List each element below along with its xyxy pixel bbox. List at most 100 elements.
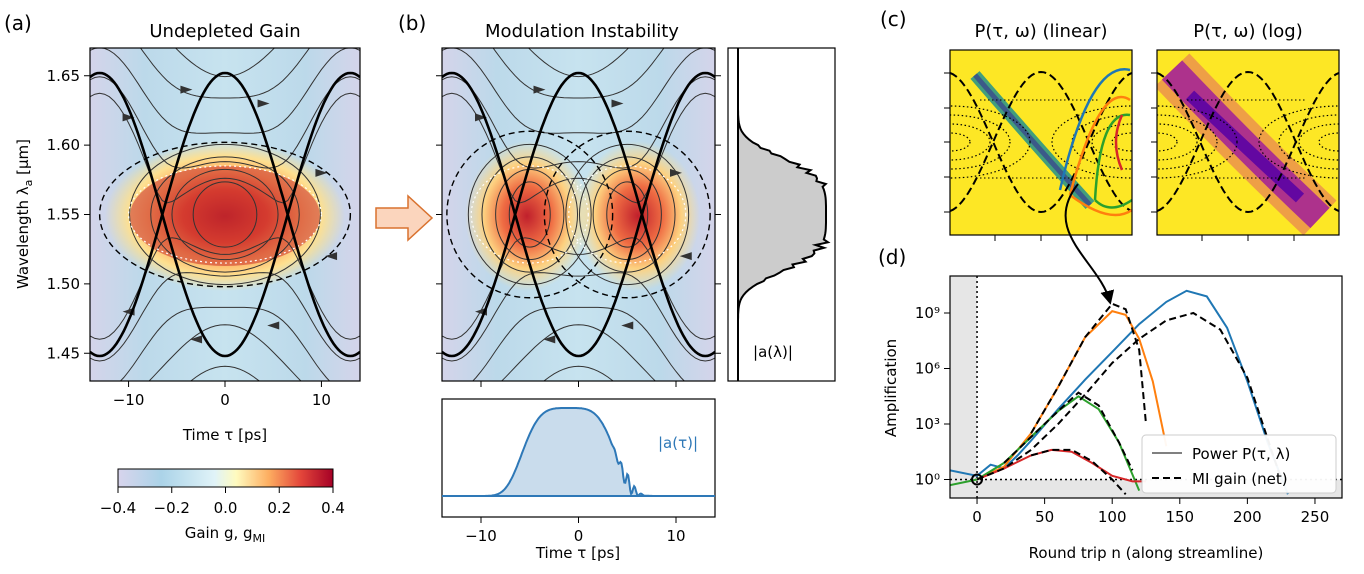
orbit [508, 181, 551, 248]
dotted-orbit [950, 105, 1031, 179]
panel-a-ylabel: Wavelength λa [μm] [14, 139, 35, 289]
streamline-arrow-icon [180, 85, 193, 94]
x-tick-label: −10 [465, 527, 497, 545]
panel-c-axes [944, 72, 1295, 241]
panel-a-ylabel-sub: a [22, 180, 35, 187]
colorbar-label-sub: MI [253, 532, 266, 545]
streamline [174, 48, 276, 78]
panel-a-ylabel-main: Wavelength λ [14, 186, 32, 289]
streamline-arrow-icon [190, 335, 203, 344]
panel-c-linear-map [950, 50, 1132, 235]
panel-a-ylabel-unit: [μm] [14, 139, 32, 180]
colorbar-label-main: Gain g, g [185, 524, 253, 542]
colorbar-tick-label: −0.4 [100, 499, 136, 517]
orbit [495, 168, 565, 261]
y-tick-label: 10⁹ [915, 304, 940, 322]
series-line-0 [950, 289, 1289, 495]
temporal-axes: −10 0 10 [465, 517, 686, 545]
streamline-arrow-icon [315, 168, 328, 177]
panel-b-title: Modulation Instability [485, 21, 679, 42]
dotted-orbit [1157, 123, 1198, 161]
separatrix-lower [442, 71, 715, 358]
dotted-orbit [1051, 105, 1132, 179]
legend-box [1141, 434, 1337, 494]
dotted-orbit [1157, 132, 1178, 152]
streamline [90, 76, 360, 169]
series-line-4 [976, 311, 1283, 481]
series-line-6 [1003, 391, 1134, 471]
orbit [192, 181, 258, 248]
panel-b-streamlines [442, 48, 715, 381]
panel-d-label: (d) [878, 245, 906, 269]
orbit [467, 143, 592, 286]
separatrix-lower [90, 71, 360, 358]
contour-green [1093, 113, 1132, 209]
x-tick-label: 150 [1165, 508, 1194, 526]
contour-orange [1068, 95, 1132, 217]
y-tick-label: 1.65 [47, 67, 80, 85]
separatrix-upper [90, 71, 360, 358]
colorbar-tick-label: −0.2 [154, 499, 190, 517]
gain-contour [568, 165, 687, 264]
streamline-arrow-icon [670, 168, 682, 177]
connector-arrow-icon [1064, 183, 1115, 305]
temporal-curve [442, 407, 715, 498]
y-tick-label: 1.45 [47, 344, 80, 362]
colorbar-tick-label: 0.4 [321, 499, 345, 517]
panel-a-label: (a) [4, 11, 32, 35]
x-tick-label: 50 [1035, 508, 1054, 526]
panel-c-log-map [1157, 50, 1339, 235]
streamline [500, 324, 657, 381]
panel-b-axes [436, 75, 721, 387]
spectrum-label: |a(λ)| [753, 343, 793, 361]
panel-a-xlabel: Time τ [ps] [182, 426, 267, 444]
x-tick-label: 0 [574, 527, 584, 545]
dotted-orbit [950, 123, 991, 161]
gain-boundary [98, 141, 352, 288]
series-line-5 [1030, 302, 1147, 434]
streamline-arrow-icon [533, 85, 546, 94]
y-tick-label: 1.50 [47, 275, 80, 293]
panel-c-label: (c) [880, 7, 907, 31]
separatrix-upper [442, 71, 715, 358]
dotted-orbit [950, 132, 971, 152]
orbit [481, 156, 579, 273]
streamline [139, 48, 311, 99]
panel-b-separatrix [442, 71, 715, 358]
colorbar-tick-label: 0.2 [267, 499, 291, 517]
streamline [492, 48, 665, 99]
streamline [90, 92, 360, 204]
streamline-arrow-icon [257, 99, 270, 108]
streamline-arrow-icon [679, 252, 692, 261]
gain-boundary [446, 130, 614, 299]
legend-label-power: Power P(τ, λ) [1192, 445, 1290, 463]
streamline-arrow-icon [325, 252, 338, 261]
series-line-3 [976, 448, 1146, 483]
streamline [119, 306, 331, 381]
panel-a-separatrix [90, 71, 360, 358]
streamline [90, 237, 360, 340]
panel-c-log-contours [1157, 70, 1339, 214]
gain-contour [470, 165, 589, 264]
streamline [442, 92, 715, 204]
orbit [129, 143, 321, 286]
colorbar-tick-label: 0.0 [214, 499, 238, 517]
x-tick-label: −10 [113, 391, 145, 409]
panel-d-shade-left [950, 276, 978, 498]
x-tick-label: 100 [1098, 508, 1127, 526]
streamline [442, 76, 715, 169]
separatrix-lower [950, 71, 1132, 214]
colorbar-ticks: −0.4 −0.2 0.0 0.2 0.4 [100, 487, 345, 517]
panel-d-ylabel: Amplification [882, 339, 900, 437]
streamline [442, 48, 715, 134]
spectrum-curve [737, 48, 831, 381]
panel-c-title-linear: P(τ, ω) (linear) [975, 21, 1108, 42]
temporal-label: |a(τ)| [658, 434, 698, 452]
panel-d-legend: Power P(τ, λ) MI gain (net) [1141, 434, 1337, 494]
panel-c-title-log: P(τ, ω) (log) [1193, 21, 1302, 42]
dotted-orbit [1258, 105, 1339, 179]
orbit [171, 168, 279, 261]
streamline-arrow-icon [475, 113, 487, 122]
orbit [592, 168, 662, 261]
dotted-orbit [1157, 114, 1218, 170]
